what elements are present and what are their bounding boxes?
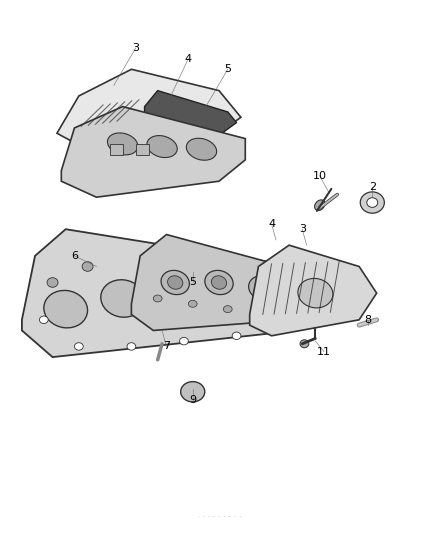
Text: 6: 6 (71, 251, 78, 261)
FancyBboxPatch shape (136, 144, 149, 155)
Ellipse shape (186, 138, 217, 160)
Ellipse shape (47, 278, 58, 287)
Ellipse shape (212, 276, 226, 289)
Text: 10: 10 (313, 171, 327, 181)
Ellipse shape (298, 278, 333, 308)
Text: 5: 5 (189, 278, 196, 287)
Ellipse shape (180, 337, 188, 345)
Ellipse shape (266, 288, 277, 298)
Ellipse shape (107, 133, 138, 155)
Text: 8: 8 (364, 315, 371, 325)
Ellipse shape (148, 262, 159, 271)
Text: 2: 2 (369, 182, 376, 191)
Ellipse shape (192, 267, 202, 277)
Ellipse shape (236, 278, 246, 287)
Text: 4: 4 (268, 219, 275, 229)
Ellipse shape (272, 321, 280, 329)
Ellipse shape (127, 343, 136, 350)
Polygon shape (250, 245, 377, 336)
Text: 9: 9 (189, 395, 196, 405)
Text: 4: 4 (185, 54, 192, 63)
Ellipse shape (205, 270, 233, 295)
Ellipse shape (82, 262, 93, 271)
Ellipse shape (168, 276, 183, 289)
Ellipse shape (232, 332, 241, 340)
Polygon shape (61, 107, 245, 197)
Ellipse shape (249, 276, 277, 300)
Ellipse shape (161, 270, 189, 295)
Polygon shape (131, 235, 307, 330)
Ellipse shape (153, 295, 162, 302)
Text: 3: 3 (299, 224, 306, 234)
Text: 11: 11 (317, 347, 331, 357)
Ellipse shape (101, 280, 145, 317)
Polygon shape (145, 91, 237, 139)
Ellipse shape (223, 306, 232, 312)
Text: 5: 5 (224, 64, 231, 74)
Ellipse shape (314, 200, 325, 211)
Ellipse shape (147, 135, 177, 158)
Text: 7: 7 (163, 342, 170, 351)
Ellipse shape (188, 301, 197, 307)
Ellipse shape (255, 281, 270, 295)
Ellipse shape (74, 343, 83, 350)
FancyBboxPatch shape (110, 144, 123, 155)
Text: 3: 3 (132, 43, 139, 53)
Polygon shape (57, 69, 241, 155)
Polygon shape (22, 229, 315, 357)
Ellipse shape (180, 382, 205, 402)
Text: · · · · · · · · ·: · · · · · · · · · (197, 513, 241, 522)
Ellipse shape (44, 290, 88, 328)
Ellipse shape (300, 340, 309, 348)
Ellipse shape (39, 316, 48, 324)
Ellipse shape (360, 192, 385, 213)
Ellipse shape (367, 198, 378, 207)
